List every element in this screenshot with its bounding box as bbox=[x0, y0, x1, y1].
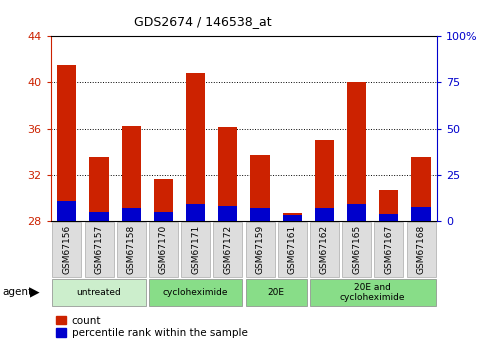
Bar bbox=[213, 222, 242, 277]
Bar bbox=[379, 214, 398, 221]
Text: GSM67157: GSM67157 bbox=[95, 225, 103, 274]
Bar bbox=[181, 222, 210, 277]
Bar bbox=[310, 222, 339, 277]
Bar bbox=[122, 126, 141, 221]
Text: 20E: 20E bbox=[268, 288, 284, 297]
Bar bbox=[342, 222, 371, 277]
Bar bbox=[117, 222, 146, 277]
Bar bbox=[218, 127, 238, 221]
Legend: count, percentile rank within the sample: count, percentile rank within the sample bbox=[56, 316, 247, 338]
Bar bbox=[283, 213, 302, 221]
Bar bbox=[52, 279, 146, 306]
Bar bbox=[315, 140, 334, 221]
Bar bbox=[149, 279, 242, 306]
Bar bbox=[374, 222, 403, 277]
Bar bbox=[52, 222, 81, 277]
Bar bbox=[347, 82, 366, 221]
Text: GSM67162: GSM67162 bbox=[320, 225, 329, 274]
Text: GDS2674 / 146538_at: GDS2674 / 146538_at bbox=[134, 16, 271, 29]
Bar bbox=[245, 279, 307, 306]
Text: GSM67168: GSM67168 bbox=[416, 225, 426, 274]
Bar bbox=[85, 222, 114, 277]
Bar bbox=[347, 204, 366, 221]
Bar bbox=[278, 222, 307, 277]
Bar bbox=[245, 222, 274, 277]
Bar bbox=[283, 215, 302, 221]
Text: ▶: ▶ bbox=[30, 286, 40, 299]
Bar bbox=[379, 190, 398, 221]
Bar bbox=[57, 201, 76, 221]
Bar bbox=[218, 206, 238, 221]
Text: GSM67165: GSM67165 bbox=[352, 225, 361, 274]
Text: GSM67172: GSM67172 bbox=[223, 225, 232, 274]
Bar bbox=[412, 207, 431, 221]
Bar bbox=[57, 65, 76, 221]
Bar bbox=[310, 279, 436, 306]
Bar bbox=[89, 211, 109, 221]
Text: agent: agent bbox=[2, 287, 32, 297]
Text: GSM67170: GSM67170 bbox=[159, 225, 168, 274]
Text: cycloheximide: cycloheximide bbox=[163, 288, 228, 297]
Text: GSM67159: GSM67159 bbox=[256, 225, 265, 274]
Text: GSM67167: GSM67167 bbox=[384, 225, 393, 274]
Bar bbox=[315, 208, 334, 221]
Bar bbox=[407, 222, 436, 277]
Bar bbox=[186, 73, 205, 221]
Bar bbox=[186, 204, 205, 221]
Bar bbox=[412, 157, 431, 221]
Text: GSM67171: GSM67171 bbox=[191, 225, 200, 274]
Bar bbox=[250, 208, 270, 221]
Text: untreated: untreated bbox=[77, 288, 121, 297]
Bar bbox=[154, 179, 173, 221]
Text: GSM67161: GSM67161 bbox=[288, 225, 297, 274]
Bar bbox=[149, 222, 178, 277]
Bar bbox=[89, 157, 109, 221]
Bar bbox=[250, 155, 270, 221]
Text: 20E and
cycloheximide: 20E and cycloheximide bbox=[340, 283, 405, 302]
Text: GSM67158: GSM67158 bbox=[127, 225, 136, 274]
Bar bbox=[122, 208, 141, 221]
Bar bbox=[154, 211, 173, 221]
Text: GSM67156: GSM67156 bbox=[62, 225, 71, 274]
